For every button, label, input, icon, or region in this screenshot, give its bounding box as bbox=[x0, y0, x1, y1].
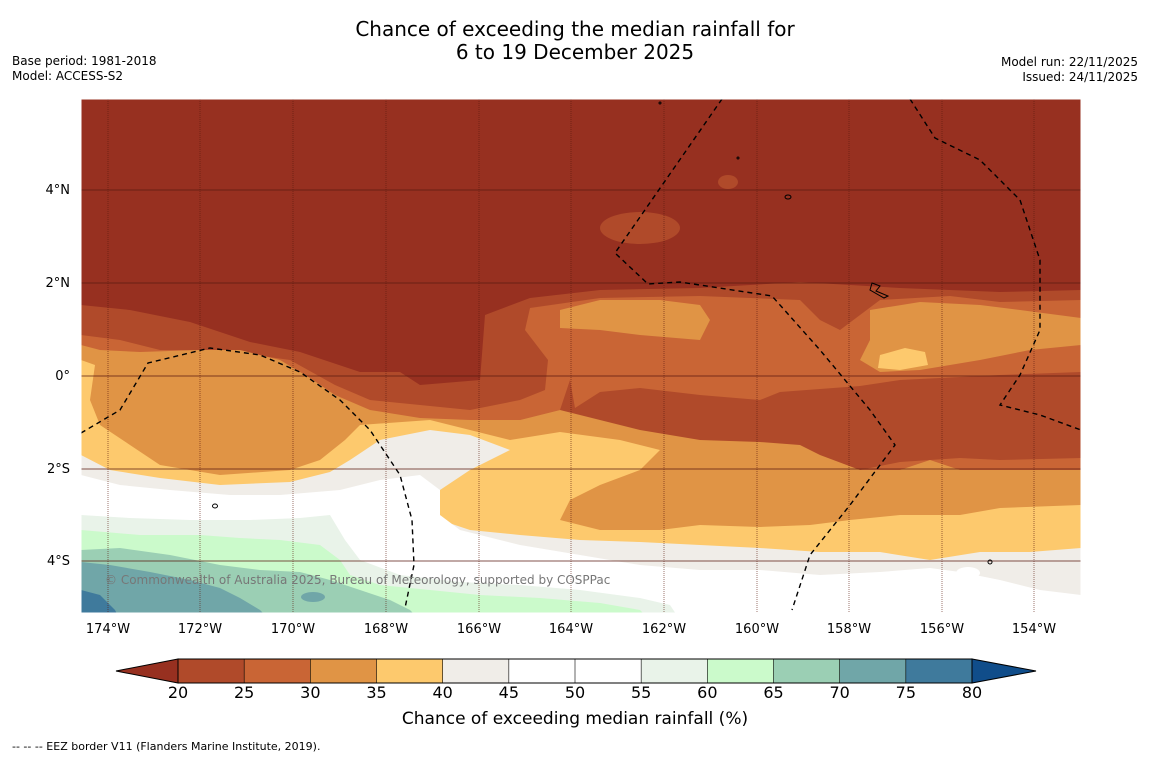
field-band-30-35-north bbox=[560, 300, 710, 340]
field-patch bbox=[600, 212, 680, 244]
lon-label-174w: 174°W bbox=[85, 622, 131, 637]
lat-label-2n: 2°N bbox=[45, 276, 71, 291]
meta-left: Base period: 1981-2018 Model: ACCESS-S2 bbox=[12, 54, 157, 84]
colorbar-tick-label: 20 bbox=[167, 683, 189, 702]
colorbar-cell bbox=[640, 658, 709, 684]
field-patch bbox=[301, 592, 325, 602]
lon-label-168w: 168°W bbox=[363, 622, 409, 637]
colorbar-extend-low bbox=[115, 658, 179, 684]
field-band-70-75 bbox=[81, 562, 263, 613]
islands bbox=[212, 101, 993, 565]
lon-label-154w: 154°W bbox=[1011, 622, 1057, 637]
lon-label-164w: 164°W bbox=[548, 622, 594, 637]
lon-label-162w: 162°W bbox=[641, 622, 687, 637]
lat-label-4s: 4°S bbox=[46, 554, 70, 569]
map-frame bbox=[80, 98, 1082, 614]
eez-border bbox=[81, 99, 1081, 611]
lon-label-170w: 170°W bbox=[270, 622, 316, 637]
colorbar-cell bbox=[508, 658, 576, 684]
graticule bbox=[107, 99, 1035, 613]
model-run: Model run: 22/11/2025 bbox=[1000, 55, 1138, 69]
lon-label-166w: 166°W bbox=[456, 622, 502, 637]
colorbar-cell bbox=[310, 658, 378, 684]
colorbar-tick-label: 70 bbox=[829, 683, 850, 702]
lon-label-160w: 160°W bbox=[734, 622, 780, 637]
field-band-75-80 bbox=[81, 590, 117, 613]
colorbar-cell bbox=[574, 658, 642, 684]
colorbar-frame bbox=[177, 658, 973, 684]
lat-label-2s: 2°S bbox=[46, 462, 70, 477]
colorbar-cell bbox=[707, 658, 775, 684]
field-band-35-40-east bbox=[878, 348, 928, 370]
eez-legend: -- -- -- EEZ border V11 (Flanders Marine… bbox=[12, 740, 321, 753]
lat-label-0: 0° bbox=[55, 369, 70, 384]
colorbar-cell bbox=[243, 658, 312, 684]
colorbar-tick-label: 50 bbox=[564, 683, 586, 702]
colorbar bbox=[115, 658, 1037, 684]
field-patch bbox=[956, 567, 980, 579]
colorbar-cell bbox=[376, 658, 444, 684]
lon-label-172w: 172°W bbox=[177, 622, 223, 637]
colorbar-cell bbox=[773, 658, 841, 684]
contour-fields bbox=[81, 99, 1081, 613]
colorbar-cell bbox=[905, 658, 973, 684]
graticule-lat bbox=[81, 189, 1081, 562]
issued-date: Issued: 24/11/2025 bbox=[1022, 70, 1138, 84]
model-name: Model: ACCESS-S2 bbox=[12, 69, 124, 83]
colorbar-tick-label: 35 bbox=[366, 683, 387, 702]
colorbar-tick-label: 60 bbox=[697, 683, 718, 702]
field-patch bbox=[718, 175, 738, 189]
lat-label-4n: 4°N bbox=[45, 183, 71, 198]
field-patch bbox=[761, 573, 785, 591]
title-line-1: Chance of exceeding the median rainfall … bbox=[355, 17, 795, 41]
colorbar-tick-label: 30 bbox=[300, 683, 321, 702]
colorbar-extend-high bbox=[971, 658, 1037, 684]
colorbar-tick-label: 40 bbox=[432, 683, 453, 702]
colorbar-tick-label: 65 bbox=[763, 683, 784, 702]
base-period: Base period: 1981-2018 bbox=[12, 54, 157, 68]
colorbar-tick-label: 80 bbox=[961, 683, 983, 702]
field-patch bbox=[456, 438, 468, 446]
colorbar-tick-label: 75 bbox=[895, 683, 916, 702]
colorbar-cell bbox=[839, 658, 907, 684]
colorbar-tick-label: 25 bbox=[233, 683, 255, 702]
colorbar-title: Chance of exceeding median rainfall (%) bbox=[401, 709, 749, 729]
meta-right: Model run: 22/11/2025 Issued: 24/11/2025 bbox=[1001, 55, 1138, 85]
map-title: Chance of exceeding the median rainfall … bbox=[0, 18, 1150, 64]
colorbar-cell bbox=[442, 658, 510, 684]
colorbar-tick-label: 45 bbox=[498, 683, 519, 702]
lon-label-158w: 158°W bbox=[826, 622, 872, 637]
colorbar-cell bbox=[177, 658, 245, 684]
copyright-notice: © Commonwealth of Australia 2025, Bureau… bbox=[105, 573, 611, 587]
colorbar-cells bbox=[177, 658, 973, 684]
colorbar-tick-label: 55 bbox=[630, 683, 652, 702]
title-line-2: 6 to 19 December 2025 bbox=[455, 40, 695, 64]
lon-label-156w: 156°W bbox=[919, 622, 965, 637]
